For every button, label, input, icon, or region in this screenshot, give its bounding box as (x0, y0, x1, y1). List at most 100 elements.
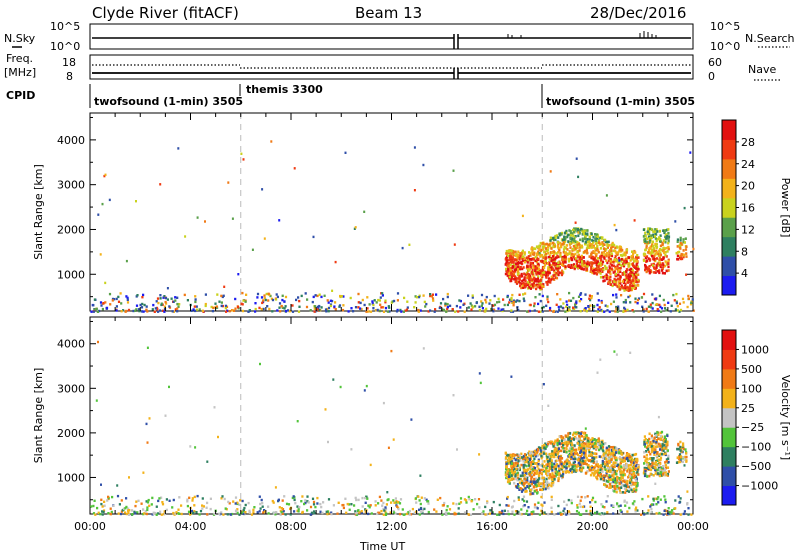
data-cell (664, 499, 666, 501)
data-cell (184, 294, 186, 296)
data-cell (644, 445, 646, 447)
data-cell (676, 448, 678, 451)
data-cell (549, 307, 551, 309)
data-cell (692, 248, 694, 250)
data-cell (557, 453, 559, 456)
data-cell (565, 447, 567, 450)
data-cell (608, 256, 610, 259)
data-cell (335, 261, 337, 263)
data-cell (499, 504, 501, 506)
data-cell (126, 260, 128, 262)
data-cell (403, 311, 405, 313)
data-cell (664, 272, 666, 275)
data-cell (325, 408, 327, 410)
x-tick-label: 00:00 (74, 520, 106, 533)
data-cell (692, 298, 694, 300)
data-cell (400, 310, 402, 312)
data-cell (162, 503, 164, 505)
data-cell (507, 255, 509, 258)
data-cell (679, 461, 681, 464)
data-cell (507, 304, 509, 306)
data-cell (196, 309, 198, 311)
data-cell (537, 285, 539, 288)
data-cell (393, 438, 395, 440)
data-cell (551, 496, 553, 498)
data-cell (506, 463, 508, 466)
data-cell (349, 509, 351, 511)
data-cell (515, 259, 517, 262)
data-cell (300, 500, 302, 502)
data-cell (395, 497, 397, 499)
data-cell (584, 238, 586, 241)
data-cell (615, 473, 617, 476)
data-cell (635, 458, 637, 461)
data-cell (377, 309, 379, 311)
data-cell (611, 253, 613, 256)
data-cell (586, 238, 588, 241)
data-cell (534, 503, 536, 505)
data-cell (601, 270, 603, 273)
data-cell (148, 505, 150, 507)
data-cell (513, 261, 515, 264)
data-cell (630, 461, 632, 464)
data-cell (528, 464, 530, 467)
data-cell (654, 267, 656, 270)
data-cell (454, 311, 456, 313)
data-cell (393, 502, 395, 504)
data-cell (619, 278, 621, 281)
data-cell (455, 503, 457, 505)
data-cell (556, 304, 558, 306)
data-cell (526, 310, 528, 312)
data-cell (552, 255, 554, 258)
data-cell (575, 433, 577, 436)
data-cell (606, 241, 608, 244)
data-cell (608, 244, 610, 247)
data-cell (571, 502, 573, 504)
data-cell (623, 480, 625, 483)
data-cell (382, 502, 384, 504)
data-cell (142, 294, 144, 296)
nsky-panel: N.Sky 10^5 10^0 10^5 10^0 N.Search (4, 20, 795, 53)
data-cell (374, 299, 376, 301)
data-cell (566, 300, 568, 302)
data-cell (576, 469, 578, 472)
data-cell (523, 277, 525, 280)
data-cell (603, 474, 605, 477)
data-cell (570, 264, 572, 267)
data-cell (649, 505, 651, 507)
data-cell (233, 310, 235, 312)
data-cell (537, 258, 539, 261)
data-cell (565, 434, 567, 437)
data-cell (124, 511, 126, 513)
data-cell (313, 503, 315, 505)
data-cell (533, 253, 535, 256)
data-cell (577, 231, 579, 233)
x-tick-label: 04:00 (175, 520, 207, 533)
data-cell (468, 496, 470, 498)
data-cell (406, 301, 408, 303)
data-cell (606, 309, 608, 311)
data-cell (578, 435, 580, 438)
data-cell (584, 293, 586, 295)
data-cell (583, 436, 585, 439)
data-cell (515, 458, 517, 461)
data-cell (540, 469, 542, 472)
data-cell (403, 513, 405, 515)
data-cell (575, 437, 577, 440)
data-cell (597, 292, 599, 294)
data-cell (654, 235, 656, 238)
data-cell (557, 236, 559, 239)
data-cell (668, 269, 670, 272)
data-cell (618, 284, 620, 287)
data-cell (607, 480, 609, 483)
data-cell (464, 311, 466, 313)
data-cell (633, 287, 635, 290)
data-cell (517, 460, 519, 463)
data-cell (658, 459, 660, 462)
data-cell (524, 478, 526, 481)
data-cell (648, 466, 650, 469)
data-cell (588, 298, 590, 300)
data-cell (597, 443, 599, 446)
data-cell (432, 294, 434, 296)
data-cell (310, 506, 312, 508)
